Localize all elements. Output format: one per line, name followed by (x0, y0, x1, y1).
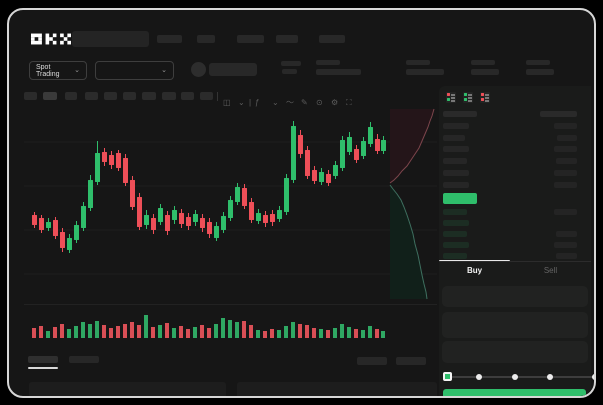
camera-icon[interactable]: ⊙ (316, 98, 323, 107)
ask-price[interactable] (443, 134, 465, 141)
ob-header-price (443, 111, 477, 117)
search-input[interactable] (72, 31, 149, 47)
ticker-label (471, 60, 495, 65)
slider-handle[interactable] (443, 372, 452, 381)
ask-amount (557, 134, 577, 141)
indicators-icon[interactable]: ƒ (255, 98, 260, 107)
pair-name-placeholder (209, 63, 257, 76)
timeframe-button[interactable] (85, 92, 98, 100)
form-input[interactable] (442, 286, 588, 307)
timeframe-button[interactable] (162, 92, 176, 100)
pane-divider[interactable] (24, 304, 437, 305)
pair-selector-dropdown[interactable]: ⌄ (95, 61, 174, 80)
ask-price[interactable] (443, 146, 469, 153)
amount-slider[interactable] (447, 376, 594, 378)
ticker-value (471, 69, 499, 75)
form-input[interactable] (442, 341, 588, 363)
bid-amount (556, 231, 577, 237)
chevron-down-icon: ⌄ (161, 67, 167, 74)
ask-amount (554, 169, 577, 176)
chevron-down-icon[interactable]: ⌄ (238, 98, 245, 107)
ask-price[interactable] (443, 123, 469, 129)
ob-header-amount (540, 111, 577, 117)
ask-amount (554, 123, 577, 129)
market-type-label: Spot Trading (36, 63, 60, 78)
timeframe-button[interactable] (181, 92, 194, 100)
last-price-placeholder (281, 61, 301, 66)
nav-item[interactable] (237, 35, 264, 43)
bottom-tab-underline (28, 367, 58, 369)
tab-sell[interactable]: Sell (543, 266, 558, 275)
okx-logo[interactable] (31, 33, 71, 45)
toolbar-divider (217, 92, 218, 101)
bid-price[interactable] (443, 231, 467, 237)
bid-price[interactable] (443, 242, 469, 248)
nav-item[interactable] (157, 35, 182, 43)
ticker-label (316, 60, 340, 65)
divider: | (249, 98, 252, 107)
timeframe-button[interactable] (43, 92, 57, 100)
slider-dot[interactable] (547, 374, 553, 380)
ticker-value (406, 69, 444, 75)
ticker-label (526, 60, 550, 65)
nav-item[interactable] (197, 35, 215, 43)
price-change-placeholder (282, 69, 297, 74)
bid-price[interactable] (443, 253, 467, 259)
token-avatar (191, 62, 206, 77)
fullscreen-icon[interactable]: ⛶ (346, 98, 352, 107)
ticker-value (526, 69, 554, 75)
orderbook-view-modes (446, 92, 490, 103)
ask-price[interactable] (443, 181, 469, 188)
bid-price[interactable] (443, 209, 467, 215)
bottom-tab[interactable] (69, 356, 99, 363)
settings-icon[interactable]: ⚙ (331, 98, 339, 107)
timeframe-button[interactable] (123, 92, 136, 100)
tab-buy[interactable]: Buy (466, 266, 483, 275)
bottom-panel (29, 382, 226, 396)
chart-action-button[interactable] (357, 357, 387, 365)
form-input[interactable] (442, 312, 588, 338)
bottom-panel (237, 382, 437, 396)
timeframe-button[interactable] (65, 92, 77, 100)
draw-icon[interactable]: ✎ (301, 98, 308, 107)
ticker-label (406, 60, 430, 65)
bid-amount (554, 209, 577, 215)
chevron-down-icon: ⌄ (74, 67, 80, 74)
ask-price[interactable] (443, 169, 469, 176)
slider-dot[interactable] (512, 374, 518, 380)
ticker-value (316, 69, 361, 75)
ask-price[interactable] (443, 158, 467, 165)
ask-amount (554, 181, 577, 188)
chart-action-button[interactable] (396, 357, 426, 365)
chevron-down-icon[interactable]: ⌄ (272, 98, 279, 107)
nav-item[interactable] (276, 35, 298, 43)
book-bids-icon[interactable] (463, 92, 473, 103)
nav-item[interactable] (319, 35, 345, 43)
ask-amount (556, 158, 577, 165)
orderbook-panel: Buy Sell (439, 86, 594, 396)
timeframe-button[interactable] (142, 92, 156, 100)
timeframe-button[interactable] (104, 92, 117, 100)
line-tool-icon[interactable]: 〜 (286, 98, 294, 107)
market-type-dropdown[interactable]: Spot Trading ⌄ (29, 61, 87, 80)
chart-style-icon[interactable]: ◫ (223, 98, 231, 107)
buy-button[interactable] (443, 389, 586, 396)
ask-amount (554, 146, 577, 153)
last-price-bar[interactable] (443, 193, 477, 204)
bottom-tab[interactable] (28, 356, 58, 363)
timeframe-button[interactable] (24, 92, 37, 100)
book-both-icon[interactable] (446, 92, 456, 103)
slider-dot[interactable] (476, 374, 482, 380)
tab-divider (439, 261, 591, 262)
book-asks-icon[interactable] (480, 92, 490, 103)
bid-amount (556, 253, 577, 259)
app-window: Spot Trading ⌄ ⌄ ◫ ⌄ | ƒ ⌄ 〜 ✎ ⊙ ⚙ ⛶ (7, 8, 596, 398)
bid-price[interactable] (443, 220, 469, 226)
bid-amount (554, 242, 577, 248)
timeframe-button[interactable] (200, 92, 213, 100)
slider-dot[interactable] (592, 374, 594, 380)
